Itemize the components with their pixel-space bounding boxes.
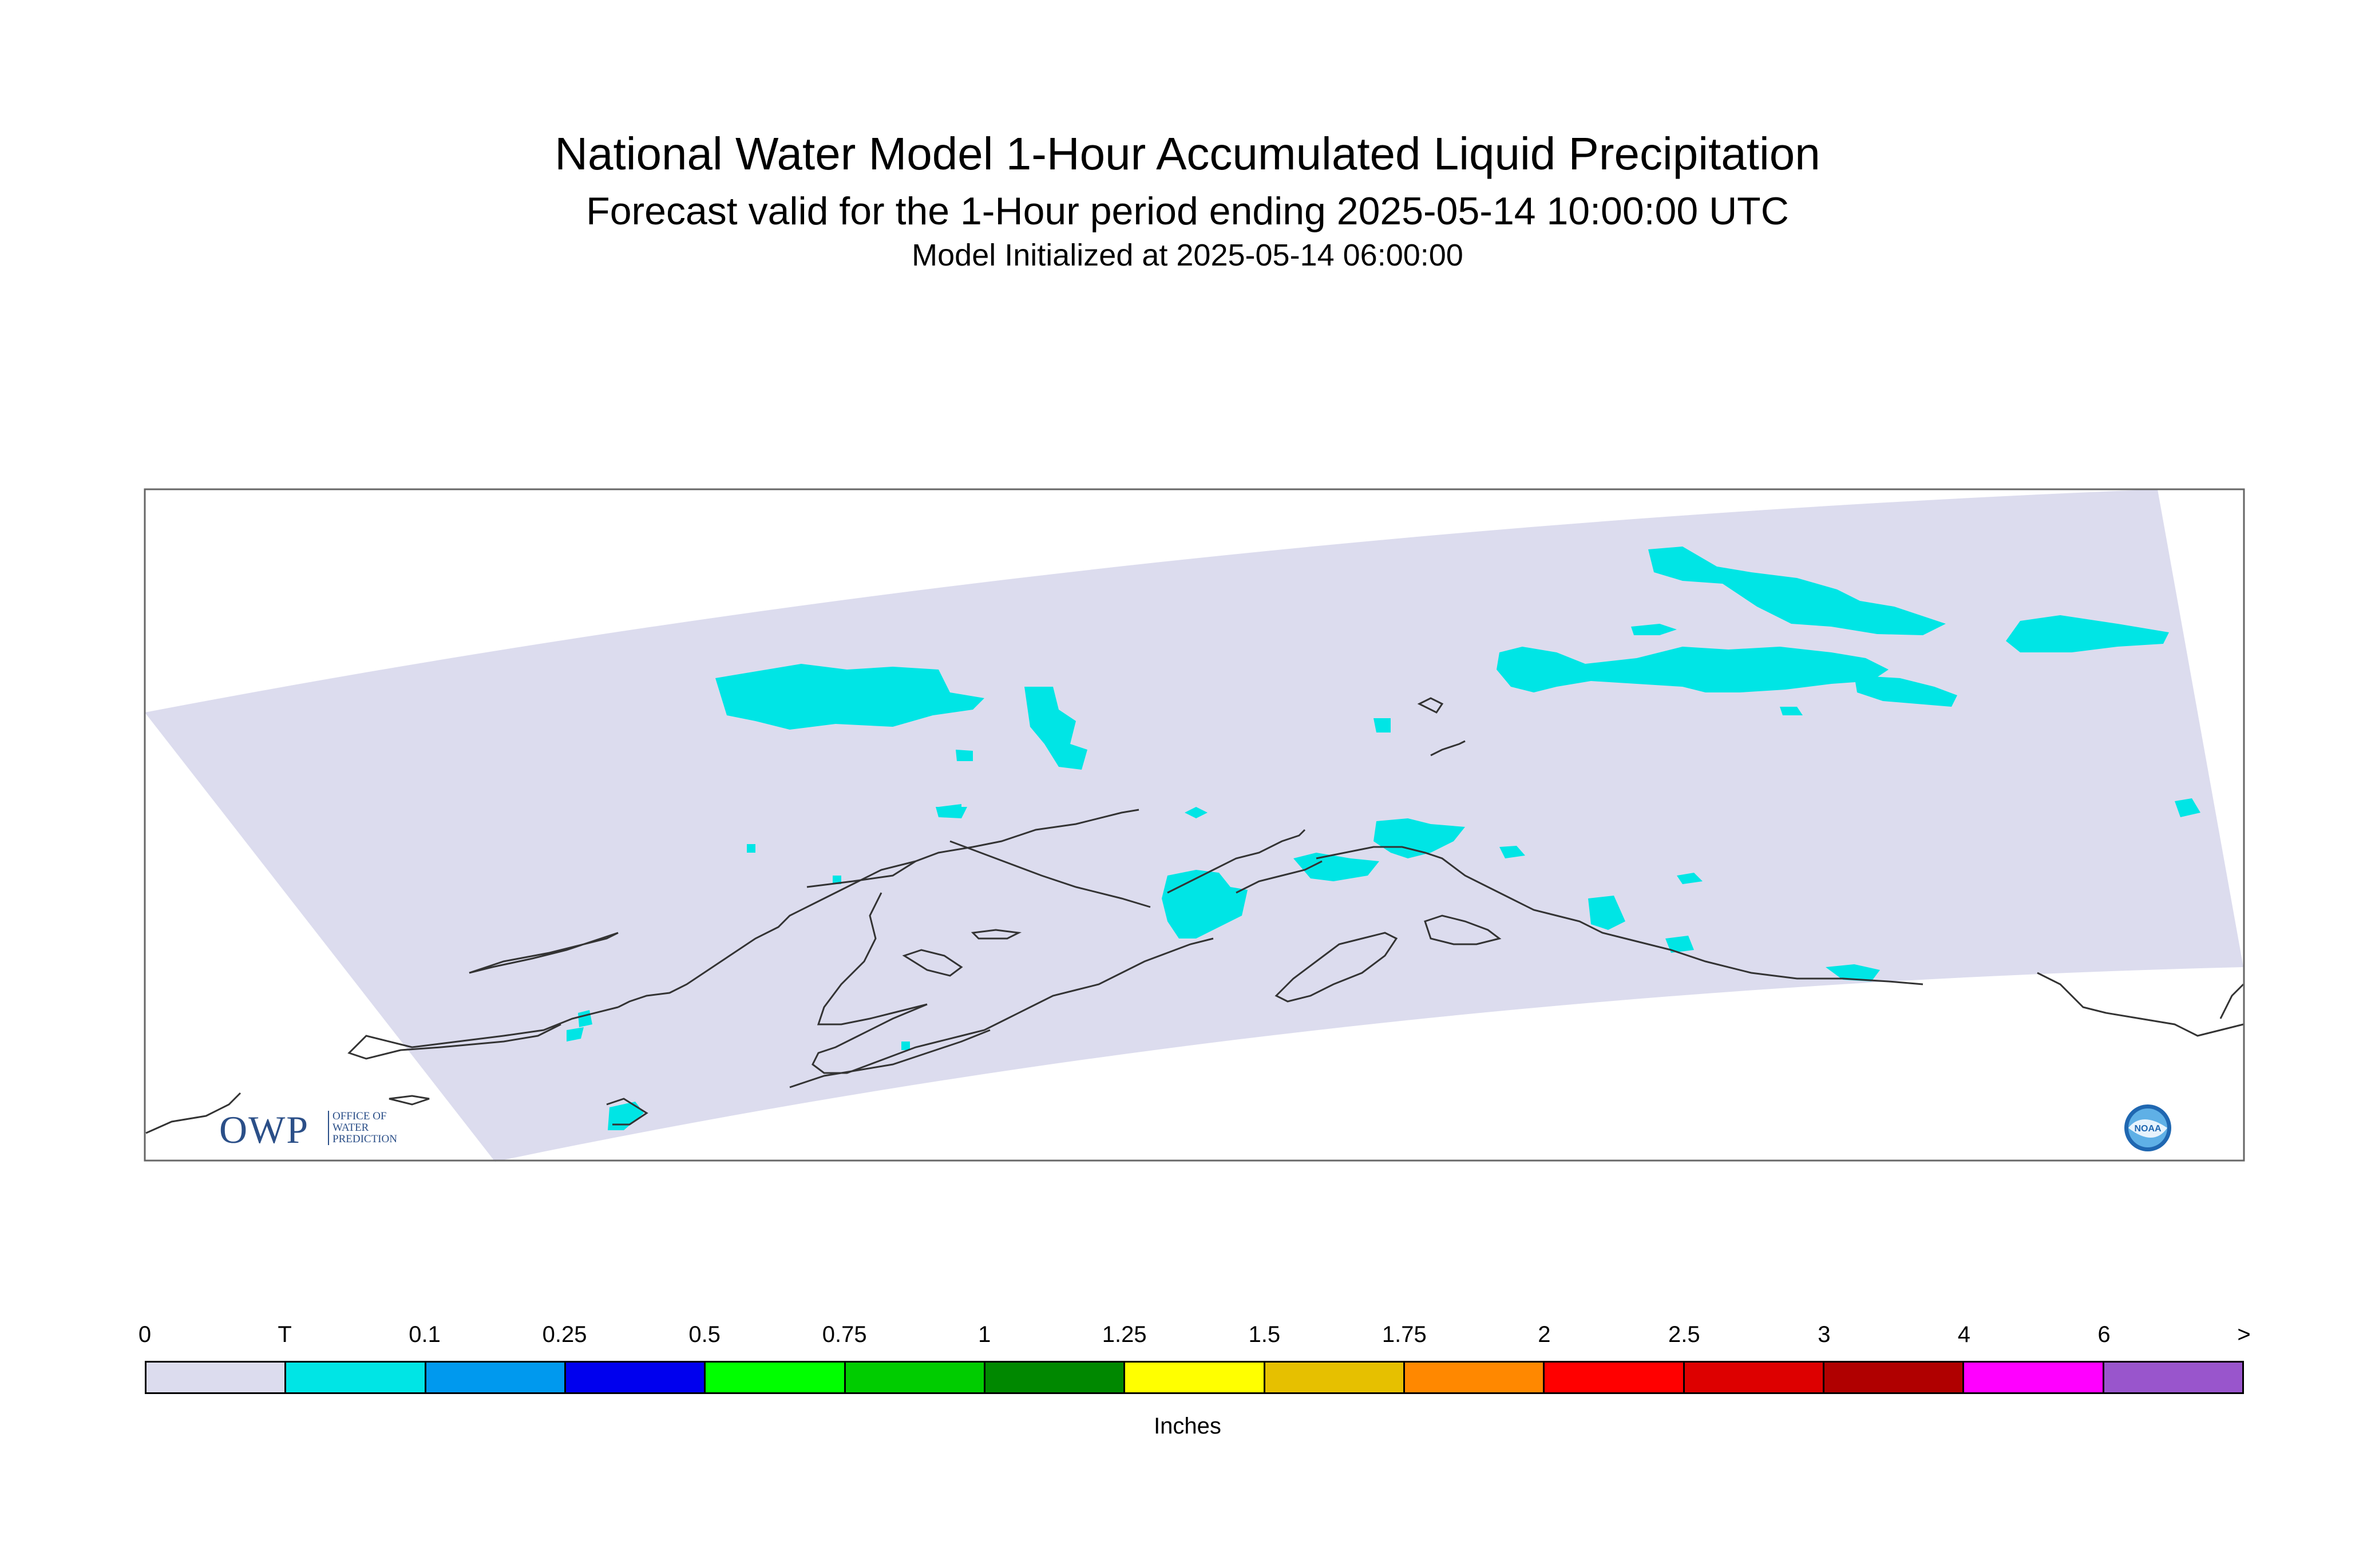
precip-areas — [567, 547, 2200, 1130]
legend-swatch — [565, 1363, 706, 1392]
legend-label: 0 — [138, 1322, 152, 1347]
legend-swatch — [147, 1363, 287, 1392]
legend-swatch — [1824, 1363, 1965, 1392]
legend-label: > — [2237, 1322, 2251, 1347]
map-title: National Water Model 1-Hour Accumulated … — [555, 128, 1820, 179]
legend-swatch — [1125, 1363, 1265, 1392]
legend-swatch — [1964, 1363, 2104, 1392]
legend-label: 1.75 — [1382, 1322, 1427, 1347]
legend-label: 1.25 — [1102, 1322, 1147, 1347]
init-subtitle: Model Initialized at 2025-05-14 06:00:00 — [912, 238, 1463, 272]
model-domain — [145, 489, 2243, 1162]
owp-line: PREDICTION — [332, 1133, 397, 1145]
legend-swatch — [426, 1363, 566, 1392]
legend-swatch — [1545, 1363, 1685, 1392]
owp-logo-text: OWP — [219, 1108, 310, 1151]
legend-label: T — [278, 1322, 292, 1347]
legend-label: 1.5 — [1248, 1322, 1281, 1347]
legend-colorbar — [145, 1361, 2244, 1394]
legend-swatch — [1404, 1363, 1545, 1392]
legend-label: 4 — [1957, 1322, 1971, 1347]
noaa-logo: NOAA — [2124, 1104, 2171, 1151]
legend-swatch — [1265, 1363, 1405, 1392]
owp-line: WATER — [332, 1122, 369, 1134]
owp-logo: OWP OFFICE OF WATER PREDICTION — [219, 1107, 397, 1153]
legend-swatch — [2104, 1363, 2242, 1392]
legend-label: 0.25 — [542, 1322, 587, 1347]
legend-swatch — [706, 1363, 846, 1392]
legend-label: 0.75 — [822, 1322, 867, 1347]
coastlines — [145, 697, 2245, 1134]
legend-label: 3 — [1818, 1322, 1831, 1347]
legend-label: 2.5 — [1668, 1322, 1700, 1347]
map-frame — [144, 488, 2245, 1162]
owp-line: OFFICE OF — [332, 1110, 387, 1122]
legend-units: Inches — [1154, 1413, 1221, 1439]
legend-label: 1 — [978, 1322, 991, 1347]
legend-label: 0.5 — [688, 1322, 721, 1347]
legend-label: 6 — [2097, 1322, 2111, 1347]
legend-swatch — [286, 1363, 426, 1392]
legend-swatch — [1684, 1363, 1824, 1392]
forecast-subtitle: Forecast valid for the 1-Hour period end… — [586, 189, 1789, 233]
legend-swatch — [845, 1363, 985, 1392]
noaa-logo-text: NOAA — [2134, 1124, 2162, 1134]
legend-label: 0.1 — [409, 1322, 441, 1347]
legend-swatch — [985, 1363, 1126, 1392]
legend-label: 2 — [1538, 1322, 1551, 1347]
owp-logo-subtext: OFFICE OF WATER PREDICTION — [328, 1111, 397, 1145]
